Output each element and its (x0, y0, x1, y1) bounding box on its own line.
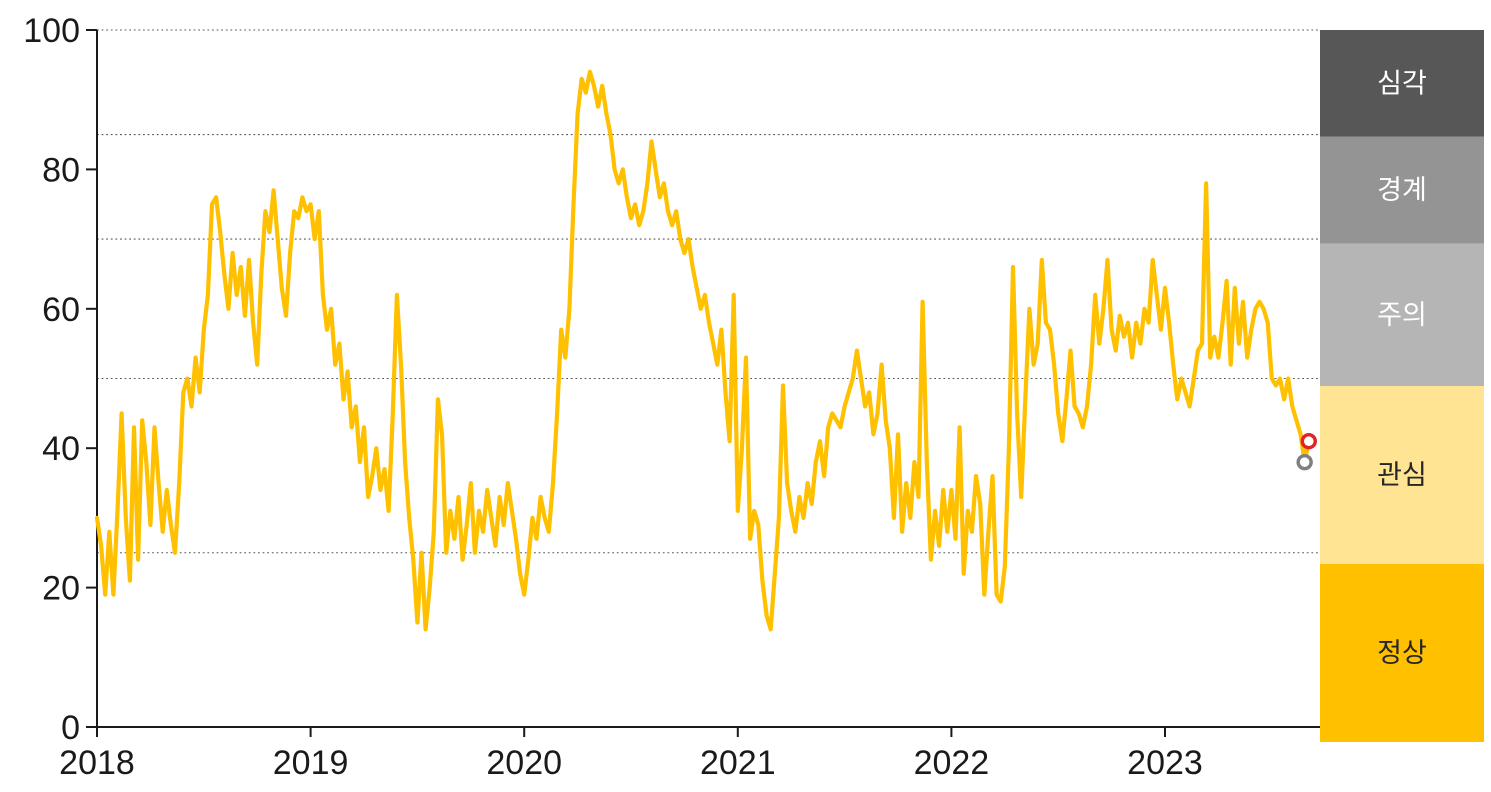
x-tick-label-2018: 2018 (59, 744, 135, 782)
marker-previous-point (1296, 453, 1313, 471)
band-label-serious: 심각 (1377, 68, 1427, 98)
y-tick-label-100: 100 (23, 12, 80, 50)
band-alert (1320, 136, 1484, 244)
y-tick-label-0: 0 (61, 709, 80, 747)
band-serious (1320, 30, 1484, 137)
band-label-normal: 정상 (1377, 638, 1427, 668)
band-label-interest: 관심 (1377, 460, 1427, 490)
y-tick-label-40: 40 (42, 430, 80, 468)
y-tick-label-80: 80 (42, 151, 80, 189)
band-label-alert: 경계 (1377, 175, 1427, 205)
series-line (94, 69, 1311, 632)
y-tick-label-60: 60 (42, 291, 80, 329)
band-interest (1320, 386, 1484, 564)
x-tick-label-2023: 2023 (1127, 744, 1203, 782)
x-tick-label-2019: 2019 (273, 744, 349, 782)
x-tick-label-2020: 2020 (486, 744, 562, 782)
x-tick-label-2021: 2021 (700, 744, 776, 782)
band-normal (1320, 564, 1484, 742)
band-label-caution: 주의 (1377, 300, 1427, 330)
x-tick-label-2022: 2022 (914, 744, 990, 782)
y-tick-label-20: 20 (42, 570, 80, 608)
marker-latest-point (1300, 433, 1317, 450)
band-caution (1320, 243, 1484, 386)
